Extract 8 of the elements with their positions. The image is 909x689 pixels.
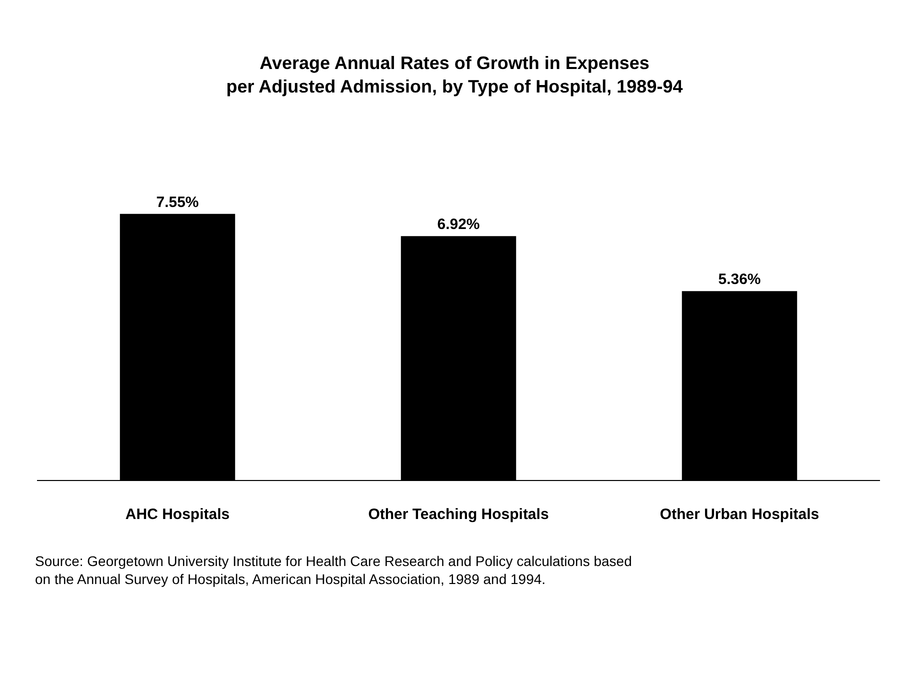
source-note: Source: Georgetown University Institute for Health Care Research and Policy calculations based on the Annual Survey of Hospitals, American Hospital Association, 1989 and 1994.	[35, 553, 632, 588]
data-label: 5.36%	[718, 271, 761, 288]
x-tick-label: AHC Hospitals	[125, 506, 230, 523]
data-label: 7.55%	[156, 194, 199, 211]
data-label: 6.92%	[437, 216, 480, 234]
x-tick-label: Other Teaching Hospitals	[368, 506, 549, 523]
chart-title: Average Annual Rates of Growth in Expenses per Adjusted Admission, by Type of Hospital, 1989-94	[226, 52, 683, 96]
x-tick-label: Other Urban Hospitals	[660, 506, 820, 523]
